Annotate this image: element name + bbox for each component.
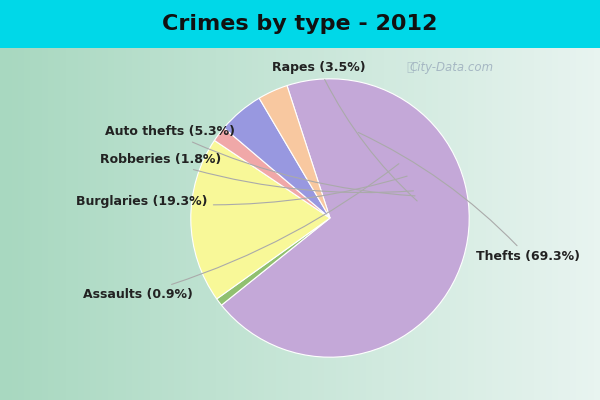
Text: City-Data.com: City-Data.com — [409, 62, 494, 74]
Wedge shape — [221, 79, 469, 357]
Text: Crimes by type - 2012: Crimes by type - 2012 — [163, 14, 437, 34]
Text: Burglaries (19.3%): Burglaries (19.3%) — [76, 176, 407, 208]
Wedge shape — [214, 128, 330, 218]
Wedge shape — [217, 218, 330, 305]
Text: Rapes (3.5%): Rapes (3.5%) — [272, 61, 417, 201]
Text: Auto thefts (5.3%): Auto thefts (5.3%) — [105, 125, 415, 196]
Text: Thefts (69.3%): Thefts (69.3%) — [358, 132, 580, 264]
Wedge shape — [224, 98, 330, 218]
Text: Robberies (1.8%): Robberies (1.8%) — [100, 153, 413, 193]
Wedge shape — [191, 140, 330, 299]
Text: Assaults (0.9%): Assaults (0.9%) — [83, 164, 399, 301]
Wedge shape — [259, 86, 330, 218]
Text: ⓘ: ⓘ — [407, 62, 414, 74]
